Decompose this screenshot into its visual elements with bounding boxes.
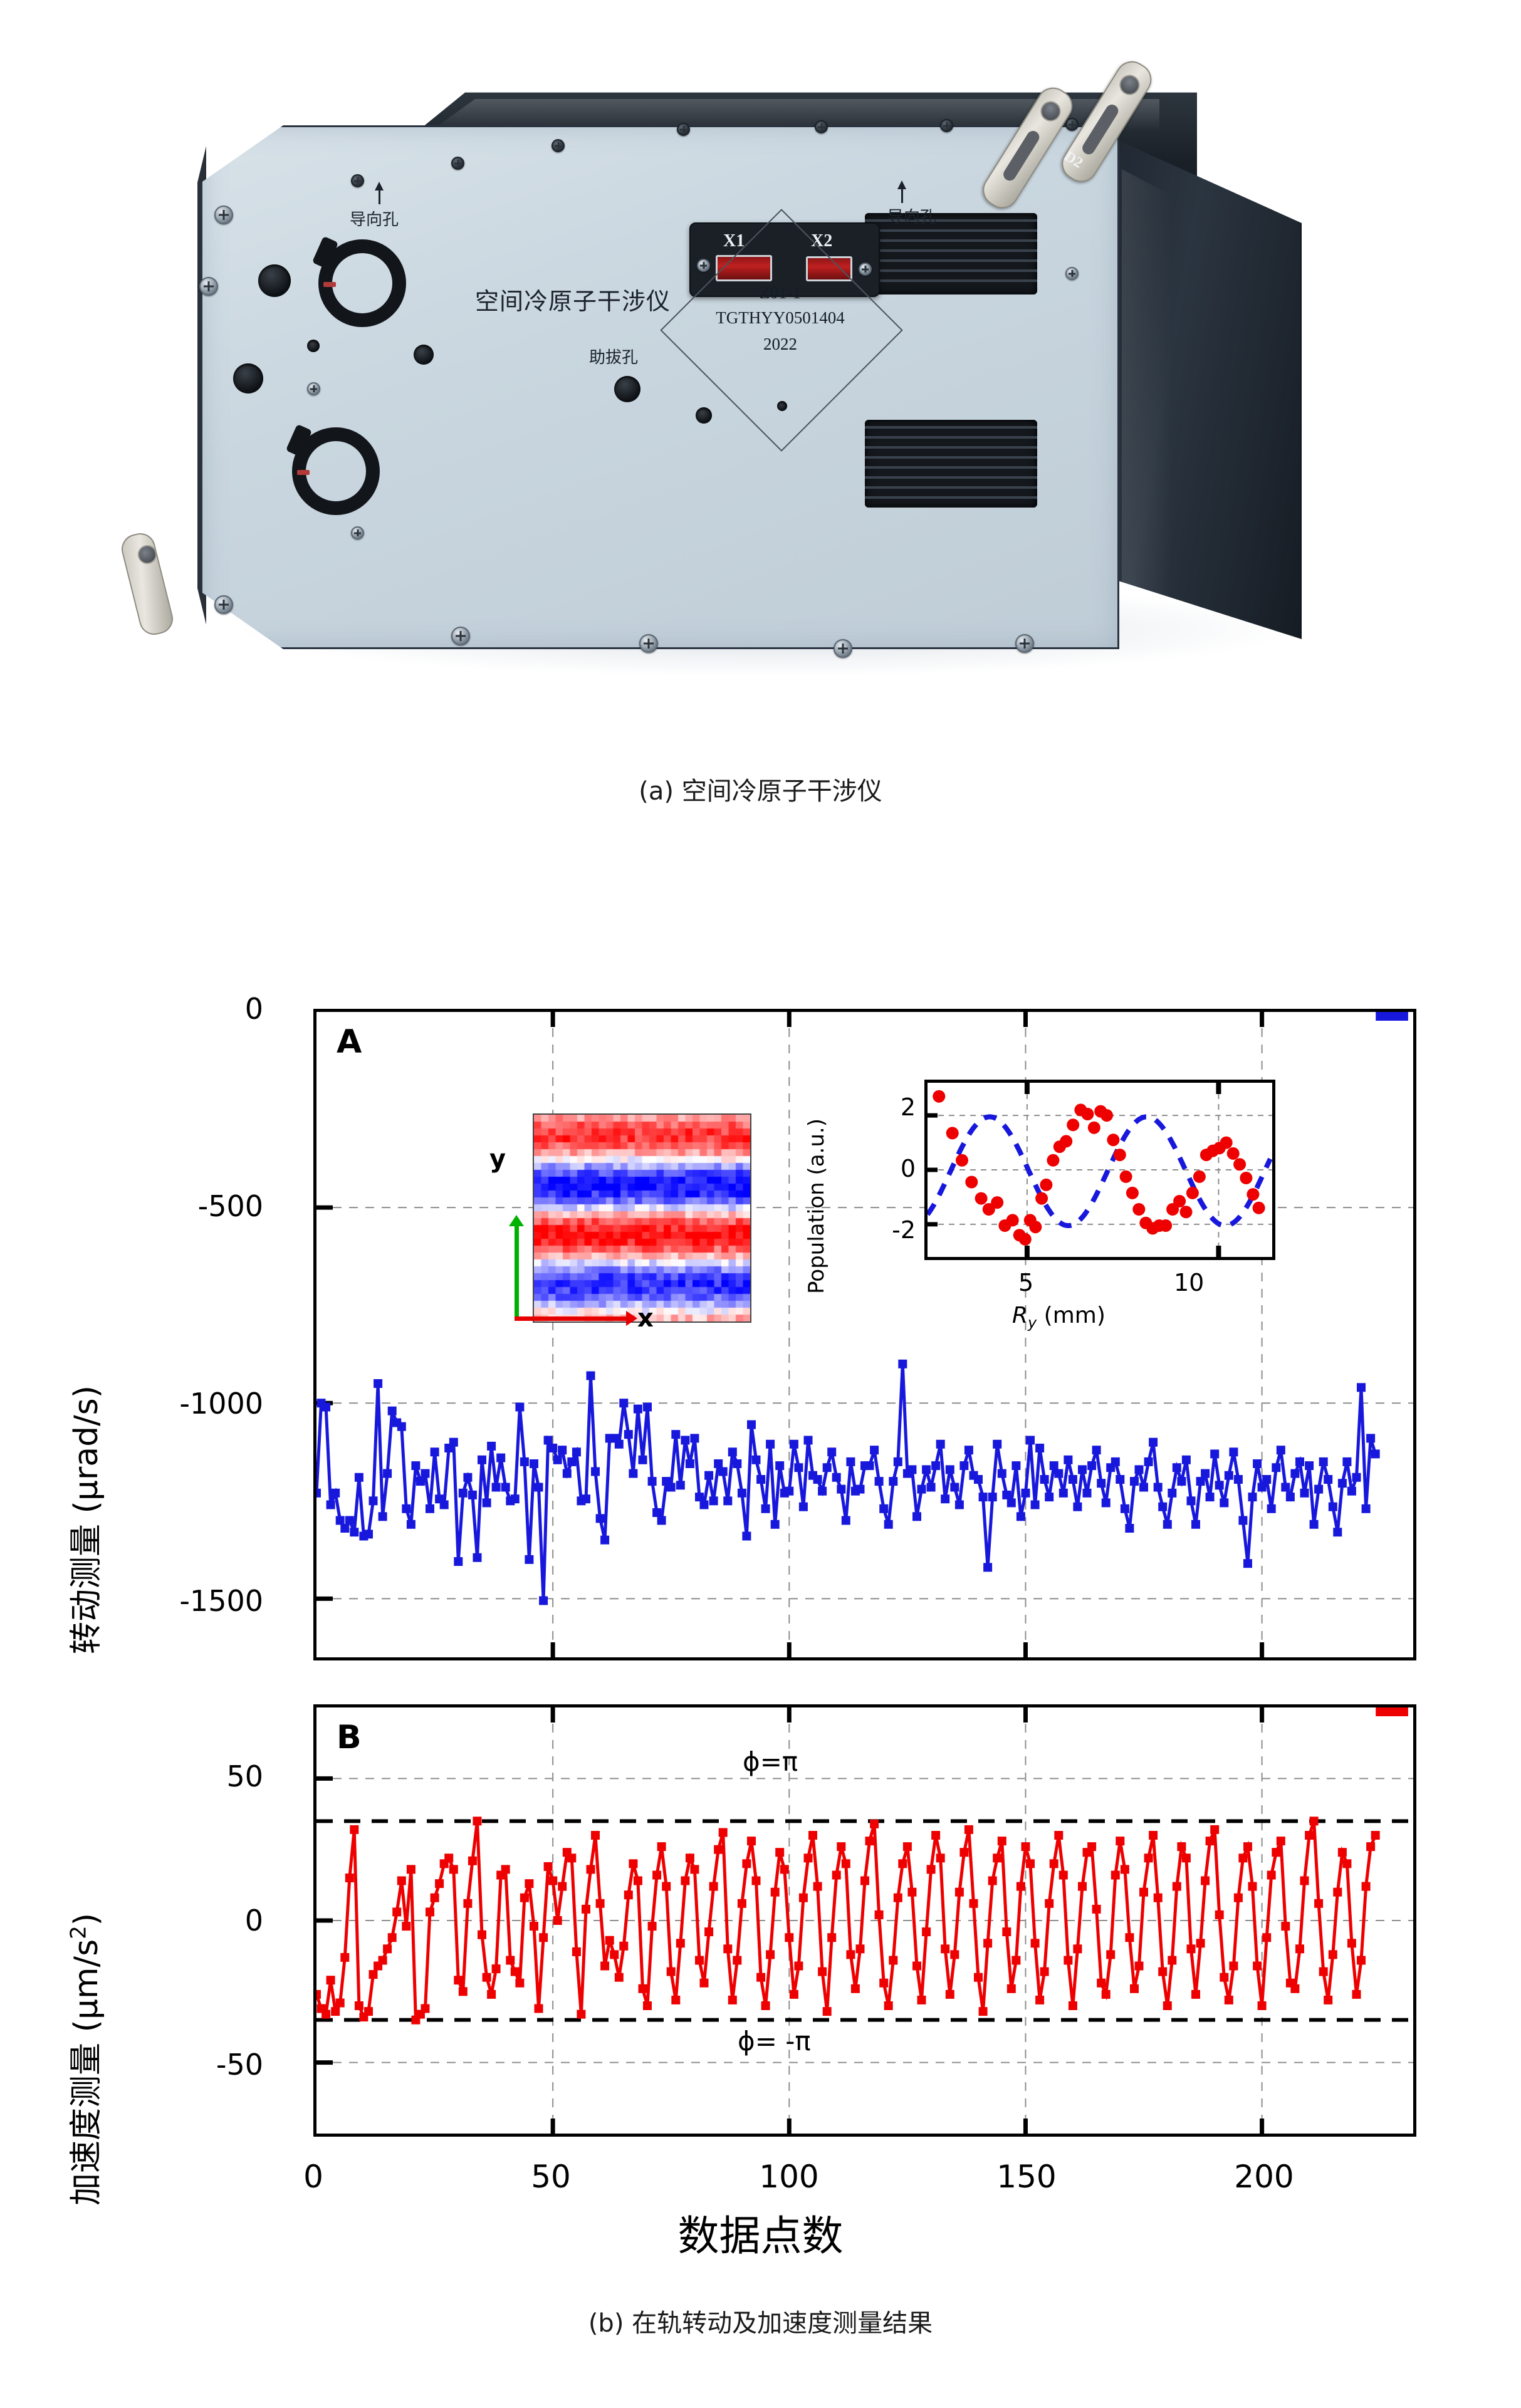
panel-hole	[414, 345, 434, 365]
guide-hole-label-right: 导向孔	[887, 208, 937, 227]
device-front-panel	[201, 125, 1119, 649]
phi-neg-pi-label: ϕ= -π	[738, 2026, 811, 2056]
connector-x2-label: X2	[811, 231, 833, 251]
front-screw	[639, 634, 658, 653]
assist-hole	[614, 376, 640, 402]
lid-screw	[351, 174, 364, 187]
panel-b-svg	[316, 1707, 1413, 2134]
connector-block: X1 X2	[689, 222, 880, 297]
heatmap-canvas	[534, 1115, 750, 1321]
panel-hole	[258, 264, 291, 297]
caption-a: (a) 空间冷原子干涉仪	[639, 777, 882, 806]
x-axis-title: 数据点数	[677, 2212, 844, 2260]
panel-hole	[777, 401, 787, 411]
panel-a-ytick-1000: -1000	[179, 1387, 263, 1420]
panel-b-ytick-neg50: -50	[216, 2048, 263, 2082]
population-ytick-neg2: -2	[892, 1216, 916, 1244]
panel-a-ytick-1500: -1500	[179, 1584, 263, 1618]
caption-b: (b) 在轨转动及加速度测量结果	[588, 2309, 933, 2338]
figure-panel-b: 转动测量 (μrad/s) 0 -500 -1000 -1500 A y x P…	[0, 934, 1521, 2408]
front-screw	[199, 277, 218, 296]
guide-arrow-right-icon	[897, 180, 906, 189]
population-xtick-10: 10	[1174, 1269, 1205, 1296]
lid-screw	[940, 119, 953, 132]
device-name-silkscreen: 空间冷原子干涉仪	[475, 288, 671, 315]
xtick-0: 0	[303, 2159, 323, 2195]
population-xlabel: Ry (mm)	[1012, 1303, 1105, 1332]
connector-screw	[697, 259, 710, 272]
panel-a-plot-area: A y x Population (a.u.) 2 0 -2 5 10 Ry (…	[313, 1009, 1416, 1660]
figure-panel-a: X1 X2 导向孔 导向孔 空间冷原子干涉仪 助拔孔 Z01-1 TGTHY	[0, 0, 1521, 833]
lid-screw	[815, 120, 828, 133]
connector-screw	[859, 263, 872, 276]
panel-b-ylabel: 加速度测量 (μm/s2)	[66, 1912, 105, 2206]
front-screw	[351, 526, 364, 539]
panel-hole	[696, 407, 712, 424]
device-photo: X1 X2 导向孔 导向孔 空间冷原子干涉仪 助拔孔 Z01-1 TGTHY	[118, 19, 1398, 808]
lid-screw	[451, 157, 464, 170]
nameplate-line2: TGTHYY0501404	[716, 308, 845, 327]
panel-hole	[233, 363, 263, 394]
heatmap-y-label: y	[489, 1145, 506, 1174]
front-screw	[214, 595, 233, 614]
fan-marker	[297, 470, 310, 475]
population-plot-area	[924, 1080, 1275, 1260]
vent-grill-bottom	[865, 420, 1037, 508]
panel-a-ytick-500: -500	[197, 1189, 263, 1223]
connector-x1-label: X1	[723, 231, 745, 251]
population-ytick-0: 0	[900, 1155, 916, 1182]
population-ylabel: Population (a.u.)	[804, 1118, 829, 1294]
connector-x1-port[interactable]	[716, 255, 772, 281]
nameplate-line1: Z01-1	[760, 283, 801, 302]
nameplate-line3: 2022	[763, 335, 797, 353]
panel-a-ytick-0: 0	[244, 992, 263, 1026]
device-right-side	[1112, 138, 1302, 639]
fan-marker	[323, 282, 336, 287]
front-screw	[307, 382, 320, 395]
device-side-highlight	[1122, 169, 1172, 608]
population-xtick-5: 5	[1018, 1269, 1034, 1296]
front-screw	[1015, 634, 1034, 653]
panel-a-ylabel: 转动测量 (μrad/s)	[68, 1385, 105, 1654]
xtick-200: 200	[1234, 2159, 1294, 2195]
lid-screw	[551, 139, 565, 152]
panel-b-plot-area: B ϕ=π ϕ= -π	[313, 1704, 1416, 2137]
panel-a-svg	[316, 1012, 1413, 1657]
heatmap-y-axis-arrow	[509, 1215, 524, 1320]
xtick-150: 150	[996, 2159, 1057, 2195]
population-ytick-2: 2	[900, 1093, 916, 1121]
guide-hole-label-left: 导向孔	[350, 211, 399, 229]
guide-arrow-stem-left	[379, 189, 380, 204]
panel-b-tag: B	[337, 1719, 362, 1756]
guide-arrow-stem-right	[901, 188, 903, 203]
device-body: X1 X2 导向孔 导向孔 空间冷原子干涉仪 助拔孔 Z01-1 TGTHY	[118, 55, 1302, 658]
front-screw	[834, 639, 852, 658]
population-svg	[928, 1083, 1272, 1257]
assist-hole-label: 助拔孔	[589, 348, 639, 367]
heatmap-x-label: x	[637, 1304, 654, 1333]
front-screw	[214, 206, 233, 224]
lid-screw	[677, 123, 690, 136]
panel-hole	[307, 340, 320, 352]
inset-population: Population (a.u.) 2 0 -2 5 10 Ry (mm)	[793, 1050, 1344, 1344]
heatmap-x-axis-arrow	[515, 1311, 637, 1326]
panel-a-tag: A	[337, 1023, 362, 1061]
connector-x2-port[interactable]	[806, 256, 852, 281]
front-screw	[451, 627, 470, 645]
vent-grill-top	[865, 213, 1037, 294]
phi-pi-label: ϕ=π	[743, 1746, 798, 1777]
front-screw	[1065, 267, 1079, 280]
guide-arrow-left-icon	[375, 182, 384, 190]
xtick-50: 50	[531, 2159, 571, 2195]
panel-b-ytick-0: 0	[244, 1904, 263, 1937]
xtick-100: 100	[759, 2159, 819, 2195]
panel-b-ytick-50: 50	[226, 1759, 263, 1793]
inset-heatmap	[533, 1113, 751, 1323]
lid-screw	[1065, 118, 1079, 131]
